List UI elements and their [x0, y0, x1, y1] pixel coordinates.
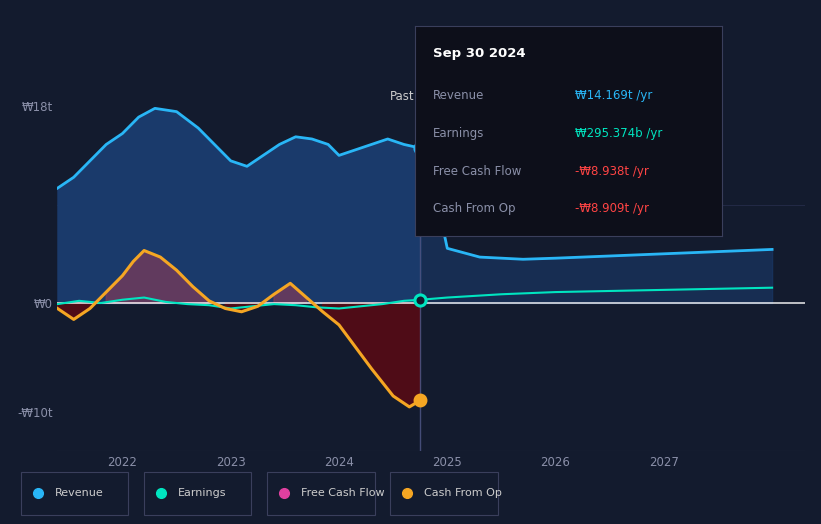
Text: -₩8.909t /yr: -₩8.909t /yr: [575, 202, 649, 215]
Text: Analysts Forecasts: Analysts Forecasts: [425, 90, 535, 103]
Text: Free Cash Flow: Free Cash Flow: [300, 487, 384, 498]
Text: Cash From Op: Cash From Op: [424, 487, 502, 498]
Text: Earnings: Earnings: [433, 127, 484, 140]
Text: Earnings: Earnings: [177, 487, 226, 498]
Text: -₩8.938t /yr: -₩8.938t /yr: [575, 165, 649, 178]
Text: Cash From Op: Cash From Op: [433, 202, 516, 215]
Text: Free Cash Flow: Free Cash Flow: [433, 165, 521, 178]
Text: Revenue: Revenue: [433, 89, 484, 102]
Text: Past: Past: [390, 90, 415, 103]
Text: ₩295.374b /yr: ₩295.374b /yr: [575, 127, 662, 140]
Text: Sep 30 2024: Sep 30 2024: [433, 47, 525, 60]
Text: Revenue: Revenue: [54, 487, 103, 498]
Text: ₩14.169t /yr: ₩14.169t /yr: [575, 89, 652, 102]
